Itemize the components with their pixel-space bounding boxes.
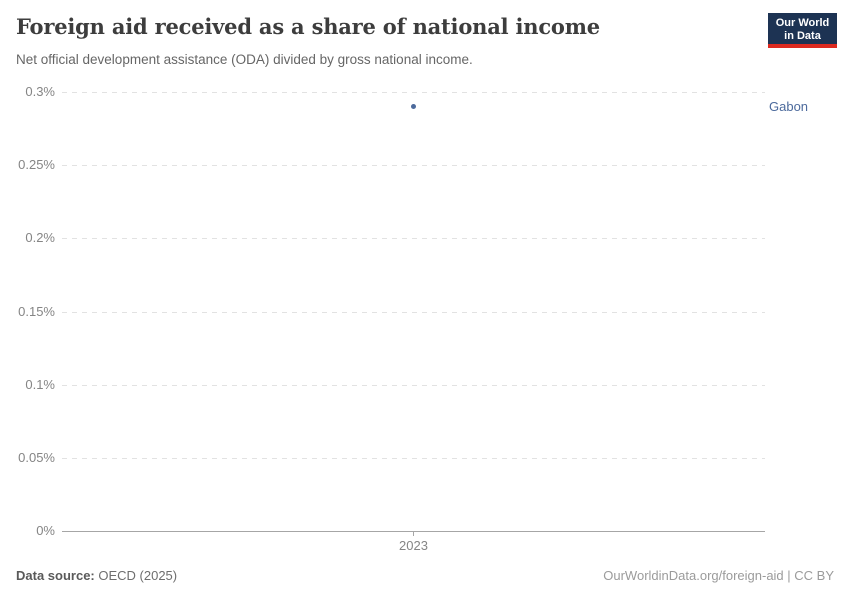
y-axis-tick-label: 0.25% [18,157,55,173]
gridline [62,457,765,459]
gridline [62,384,765,386]
gridline [62,92,765,93]
data-source-note: Data source: OECD (2025) [16,568,177,583]
owid-logo-line1: Our World [775,17,830,29]
x-axis-tick-label: 2023 [399,538,428,553]
gridline [62,238,765,240]
x-axis-tick-mark [413,532,414,536]
y-axis-tick-label: 0.3% [25,84,55,99]
y-axis-tick-label: 0% [36,523,55,538]
y-axis-tick-label: 0.1% [25,376,55,392]
data-source-value: OECD (2025) [94,568,178,583]
gridline [62,165,765,167]
chart-title: Foreign aid received as a share of natio… [16,14,600,39]
data-point-gabon[interactable] [411,104,416,110]
owid-logo[interactable]: Our World in Data [768,13,837,48]
owid-logo-line2: in Data [784,30,821,42]
x-axis-line [62,531,765,532]
y-axis-tick-label: 0.2% [25,230,55,246]
chart-subtitle: Net official development assistance (ODA… [16,52,473,67]
credit-link[interactable]: OurWorldinData.org/foreign-aid | CC BY [603,568,834,583]
gridline [62,311,765,313]
y-axis-tick-label: 0.15% [18,303,55,319]
data-source-label: Data source: [16,568,95,583]
entity-label-gabon[interactable]: Gabon [769,98,809,114]
y-axis-tick-label: 0.05% [18,449,55,465]
